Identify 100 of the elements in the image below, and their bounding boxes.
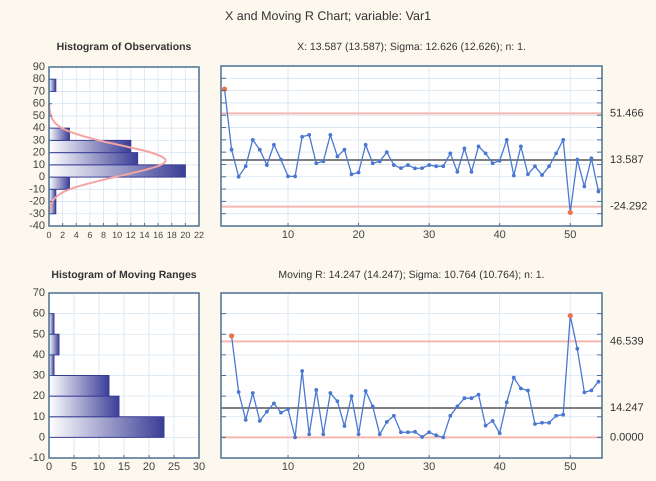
point bbox=[384, 150, 389, 154]
y-tick-label: 0 bbox=[38, 171, 45, 184]
y-tick-label: 90 bbox=[32, 61, 45, 73]
point bbox=[484, 151, 488, 156]
x-tick-label: 18 bbox=[166, 230, 177, 240]
y-tick-label: -10 bbox=[29, 452, 45, 464]
ref-line-label: 0.0000 bbox=[610, 431, 644, 444]
point bbox=[540, 420, 544, 425]
point bbox=[364, 389, 368, 393]
point bbox=[590, 388, 594, 392]
x-tick-label: 15 bbox=[118, 461, 130, 473]
y-tick-label: -30 bbox=[29, 208, 45, 220]
ref-line-label: 13.587 bbox=[610, 154, 644, 166]
point bbox=[518, 386, 523, 390]
point bbox=[470, 170, 474, 174]
x-tick-label: 20 bbox=[352, 461, 365, 473]
chart-subtitle: X: 13.587 (13.587); Sigma: 12.626 (12.626); n: 1. bbox=[297, 41, 526, 53]
point bbox=[448, 414, 452, 418]
y-tick-label: -20 bbox=[29, 196, 45, 208]
y-tick-label: 60 bbox=[32, 98, 45, 110]
point bbox=[342, 148, 346, 152]
point bbox=[406, 163, 410, 167]
point bbox=[547, 420, 551, 425]
point bbox=[272, 142, 276, 147]
point bbox=[314, 388, 318, 392]
point bbox=[392, 414, 396, 418]
point bbox=[420, 435, 424, 439]
y-tick-label: 60 bbox=[32, 308, 45, 320]
x-tick-label: 30 bbox=[192, 461, 206, 473]
chart-title: X and Moving R Chart; variable: Var1 bbox=[224, 9, 432, 23]
point bbox=[279, 158, 283, 162]
point bbox=[490, 418, 495, 423]
point bbox=[370, 404, 375, 408]
point bbox=[293, 174, 297, 178]
x-tick-label: 25 bbox=[168, 461, 180, 473]
point bbox=[434, 433, 438, 438]
x-tick-label: 20 bbox=[352, 229, 365, 241]
point bbox=[272, 401, 276, 406]
point bbox=[596, 190, 600, 194]
point bbox=[236, 390, 241, 394]
y-tick-label: 10 bbox=[32, 158, 45, 171]
point bbox=[590, 156, 594, 160]
point bbox=[279, 410, 283, 415]
point bbox=[455, 170, 460, 174]
ref-line-label: -24.292 bbox=[610, 200, 648, 213]
point bbox=[582, 390, 586, 394]
ref-line-label: 14.247 bbox=[610, 402, 644, 414]
ref-line-label: 51.466 bbox=[610, 107, 644, 120]
point bbox=[244, 418, 248, 422]
point bbox=[293, 435, 297, 440]
point bbox=[441, 435, 446, 440]
x-tick-label: 30 bbox=[423, 461, 436, 473]
point bbox=[350, 394, 354, 398]
point bbox=[406, 430, 410, 434]
point bbox=[230, 148, 234, 152]
point bbox=[498, 158, 502, 163]
point bbox=[554, 151, 558, 156]
y-tick-label: 20 bbox=[32, 146, 45, 159]
y-tick-label: -40 bbox=[29, 220, 45, 232]
point bbox=[427, 163, 432, 167]
point bbox=[547, 164, 551, 168]
point bbox=[455, 404, 460, 408]
point bbox=[413, 166, 417, 170]
x-tick-label: 10 bbox=[282, 461, 294, 473]
point bbox=[441, 164, 446, 168]
point bbox=[413, 430, 417, 434]
point bbox=[321, 432, 326, 436]
point bbox=[484, 424, 488, 428]
y-tick-label: 70 bbox=[32, 287, 45, 299]
x-tick-label: 2 bbox=[60, 230, 66, 240]
point bbox=[575, 158, 580, 162]
chart-subtitle: Moving R: 14.247 (14.247); Sigma: 10.764 (10.764); n: 1. bbox=[278, 269, 545, 281]
x-tick-label: 5 bbox=[70, 461, 78, 473]
point bbox=[533, 164, 537, 168]
point bbox=[228, 333, 234, 338]
point bbox=[526, 388, 530, 392]
point bbox=[328, 391, 332, 395]
point bbox=[568, 210, 573, 216]
point bbox=[264, 163, 269, 167]
point bbox=[448, 151, 452, 156]
y-tick-label: 70 bbox=[32, 85, 45, 98]
point bbox=[582, 184, 586, 188]
point bbox=[356, 432, 360, 436]
y-tick-label: 40 bbox=[32, 348, 45, 361]
x-tick-label: 4 bbox=[74, 230, 79, 240]
x-tick-label: 6 bbox=[87, 230, 92, 240]
point bbox=[462, 396, 466, 400]
point bbox=[258, 148, 262, 152]
point bbox=[300, 369, 304, 373]
point bbox=[399, 166, 403, 170]
point bbox=[526, 172, 530, 176]
point bbox=[561, 412, 566, 417]
x-tick-label: 10 bbox=[92, 461, 106, 473]
chart-title: Histogram of Observations bbox=[56, 41, 192, 53]
y-tick-label: 40 bbox=[32, 122, 45, 134]
point bbox=[350, 172, 354, 176]
point bbox=[504, 138, 509, 142]
point bbox=[399, 430, 403, 434]
point bbox=[300, 134, 304, 139]
point bbox=[512, 376, 516, 380]
